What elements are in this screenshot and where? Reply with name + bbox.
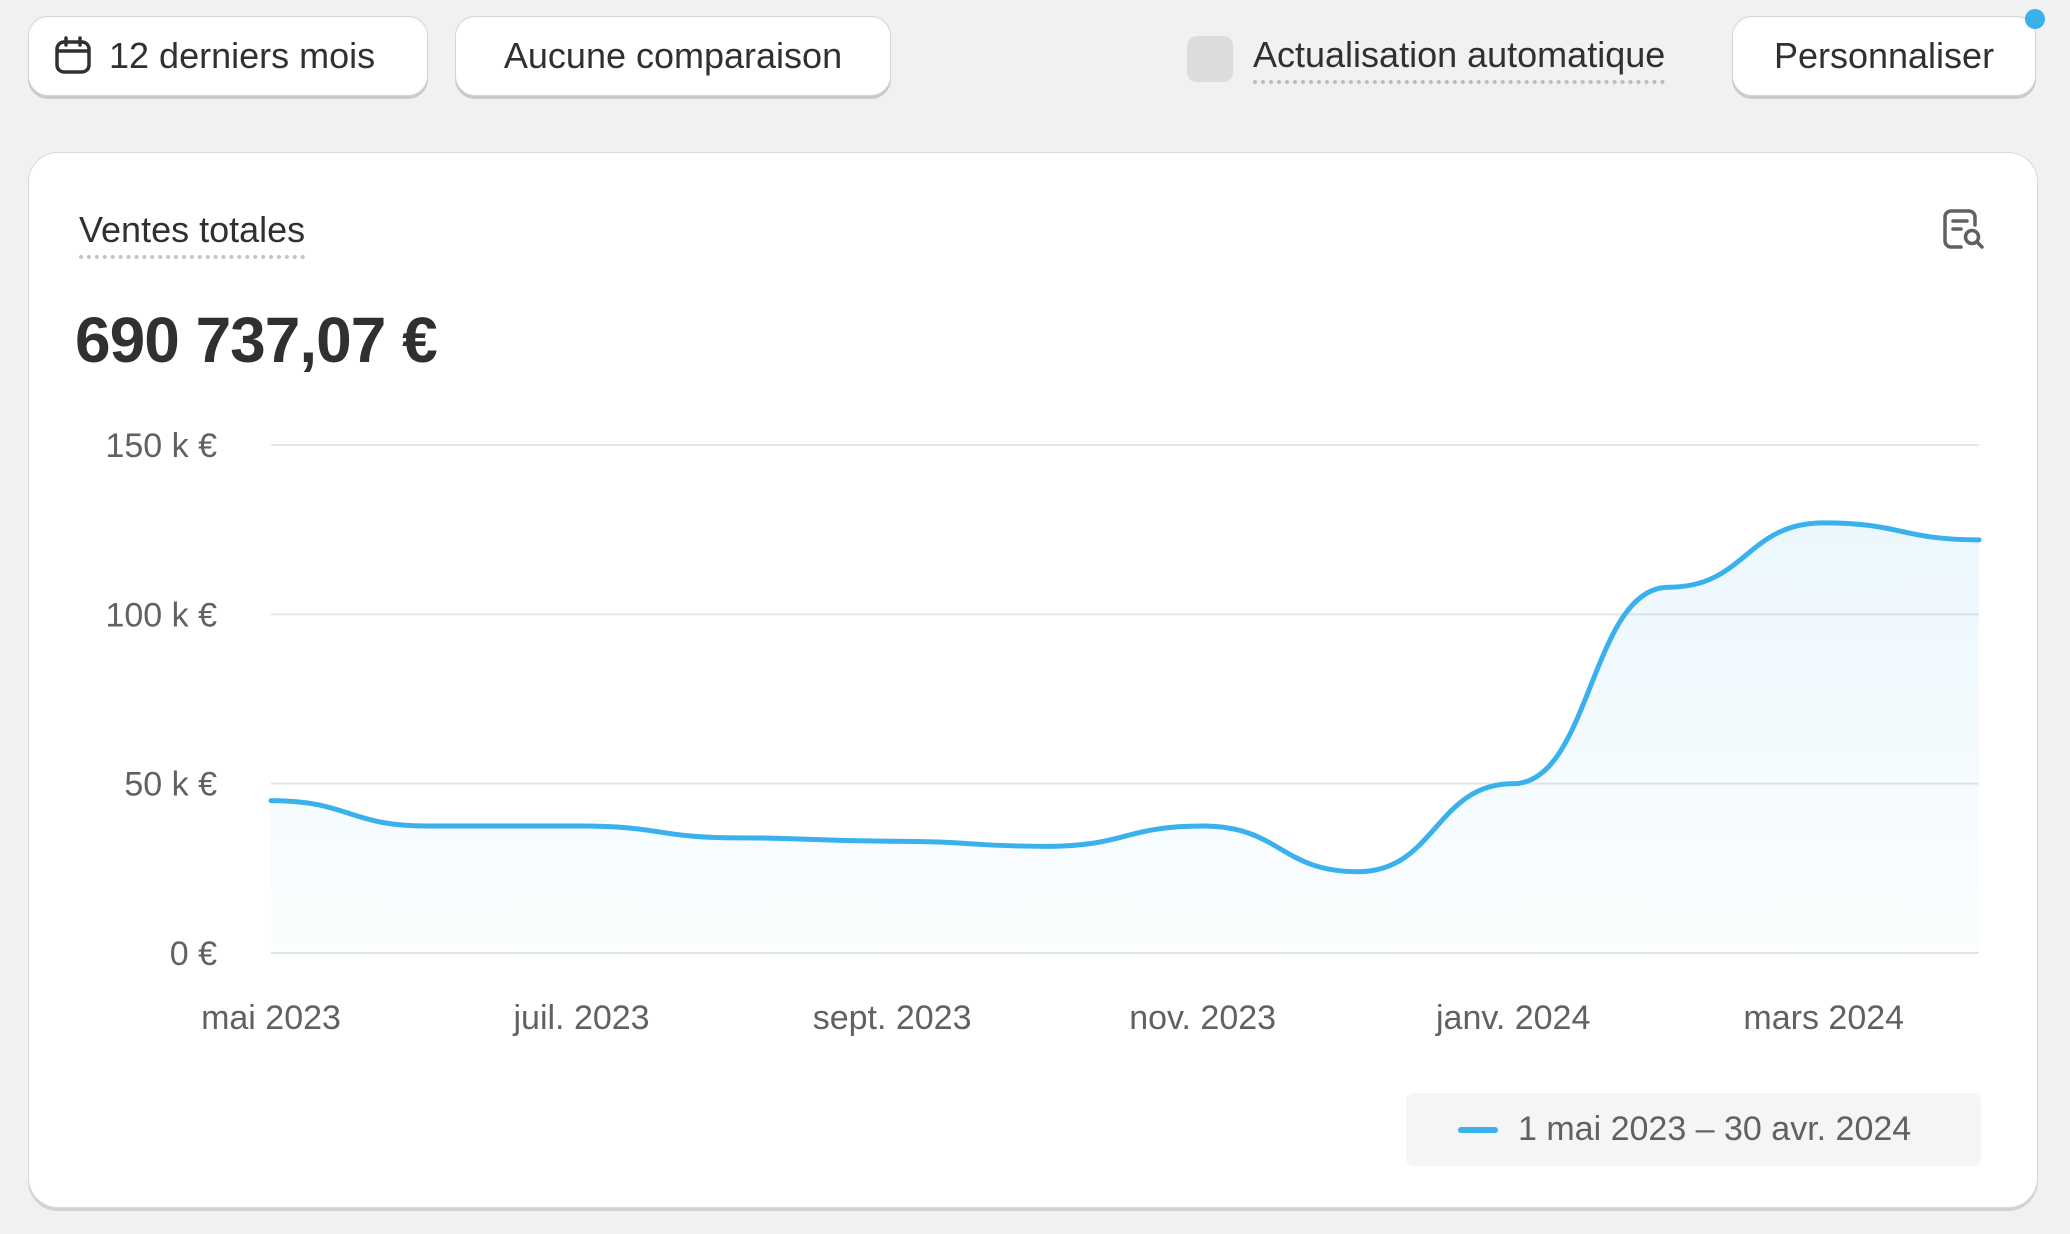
report-search-icon[interactable] [1939,205,1987,253]
comparison-label: Aucune comparaison [503,35,843,76]
y-tick-label: 50 k € [124,766,217,804]
chart-legend[interactable]: 1 mai 2023 – 30 avr. 2024 [1406,1093,1981,1166]
total-sales-card: Ventes totales 690 737,07 € 0 € 50 k € 100… [28,152,2038,1208]
series-area [271,522,1979,953]
comparison-button[interactable]: Aucune comparaison [455,16,891,96]
legend-swatch [1458,1126,1498,1133]
customize-label: Personnaliser [1773,35,1995,76]
auto-refresh-toggle[interactable]: Actualisation automatique [1187,34,1666,84]
calendar-icon [53,36,93,76]
date-range-label: 12 derniers mois [109,35,376,76]
x-tick-label: mars 2024 [1743,999,1904,1037]
x-tick-label: juil. 2023 [512,999,649,1037]
card-title[interactable]: Ventes totales [79,209,306,259]
chart-line [268,520,1982,875]
x-axis-labels: mai 2023 juil. 2023 sept. 2023 nov. 2023 jan… [201,999,1904,1037]
auto-refresh-checkbox[interactable] [1187,36,1233,82]
customize-button[interactable]: Personnaliser [1732,16,2036,96]
toolbar: 12 derniers mois Aucune comparaison Actu… [0,0,2070,120]
x-tick-label: janv. 2024 [1435,999,1590,1037]
date-range-button[interactable]: 12 derniers mois [28,16,428,96]
y-axis-labels: 0 € 50 k € 100 k € 150 k € [105,427,217,973]
x-tick-label: sept. 2023 [813,999,972,1037]
y-tick-label: 150 k € [105,427,217,465]
y-tick-label: 100 k € [105,596,217,634]
x-tick-label: nov. 2023 [1129,999,1276,1037]
total-sales-value: 690 737,07 € [75,304,438,376]
y-tick-label: 0 € [170,935,217,973]
auto-refresh-label: Actualisation automatique [1253,34,1666,84]
notification-dot [2025,9,2045,29]
sales-chart: 0 € 50 k € 100 k € 150 k € mai 2023 juil. 20… [105,427,1982,1037]
chart-area [271,522,1979,953]
x-tick-label: mai 2023 [201,999,341,1037]
legend-label: 1 mai 2023 – 30 avr. 2024 [1518,1110,1912,1148]
series-line [268,520,1982,875]
